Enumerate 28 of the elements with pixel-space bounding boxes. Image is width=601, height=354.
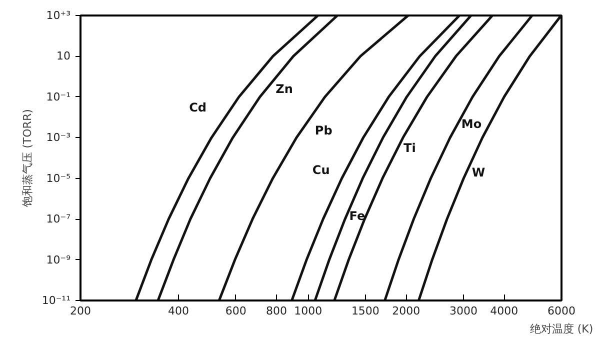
x-tick-label: 3000: [449, 304, 478, 318]
y-tick-label: 10⁻¹: [46, 90, 71, 104]
series-label: Mo: [461, 117, 482, 132]
x-axis-title: 绝对温度 (K): [530, 322, 594, 336]
y-tick-label: 10⁻⁵: [46, 172, 71, 185]
y-axis-title: 饱和蒸气压 (TORR): [20, 109, 34, 208]
x-tick-label: 1500: [351, 304, 380, 318]
x-tick-label: 1000: [294, 304, 322, 318]
x-tick-label: 4000: [490, 304, 518, 318]
y-tick-label: 10⁺³: [46, 9, 71, 22]
x-tick-label: 200: [70, 304, 91, 318]
y-tick-label: 10⁻⁹: [46, 253, 71, 266]
y-tick-label: 10: [56, 50, 71, 63]
x-tick-label: 800: [266, 304, 288, 318]
series-label: Ti: [404, 141, 416, 156]
x-tick-label: 6000: [548, 304, 576, 318]
series-label: Cu: [312, 163, 330, 178]
series-label: Cd: [189, 100, 206, 115]
series-label: Fe: [349, 209, 366, 224]
x-tick-label: 400: [168, 304, 190, 318]
series-label: Pb: [314, 123, 333, 138]
y-tick-label: 10⁻¹¹: [42, 294, 70, 307]
series-label: Zn: [276, 82, 293, 96]
y-tick-label: 10⁻⁷: [46, 212, 71, 226]
x-tick-label: 2000: [392, 304, 420, 318]
y-tick-label: 10⁻³: [46, 131, 71, 144]
x-tick-label: 600: [225, 304, 246, 318]
series-label: W: [472, 165, 486, 180]
